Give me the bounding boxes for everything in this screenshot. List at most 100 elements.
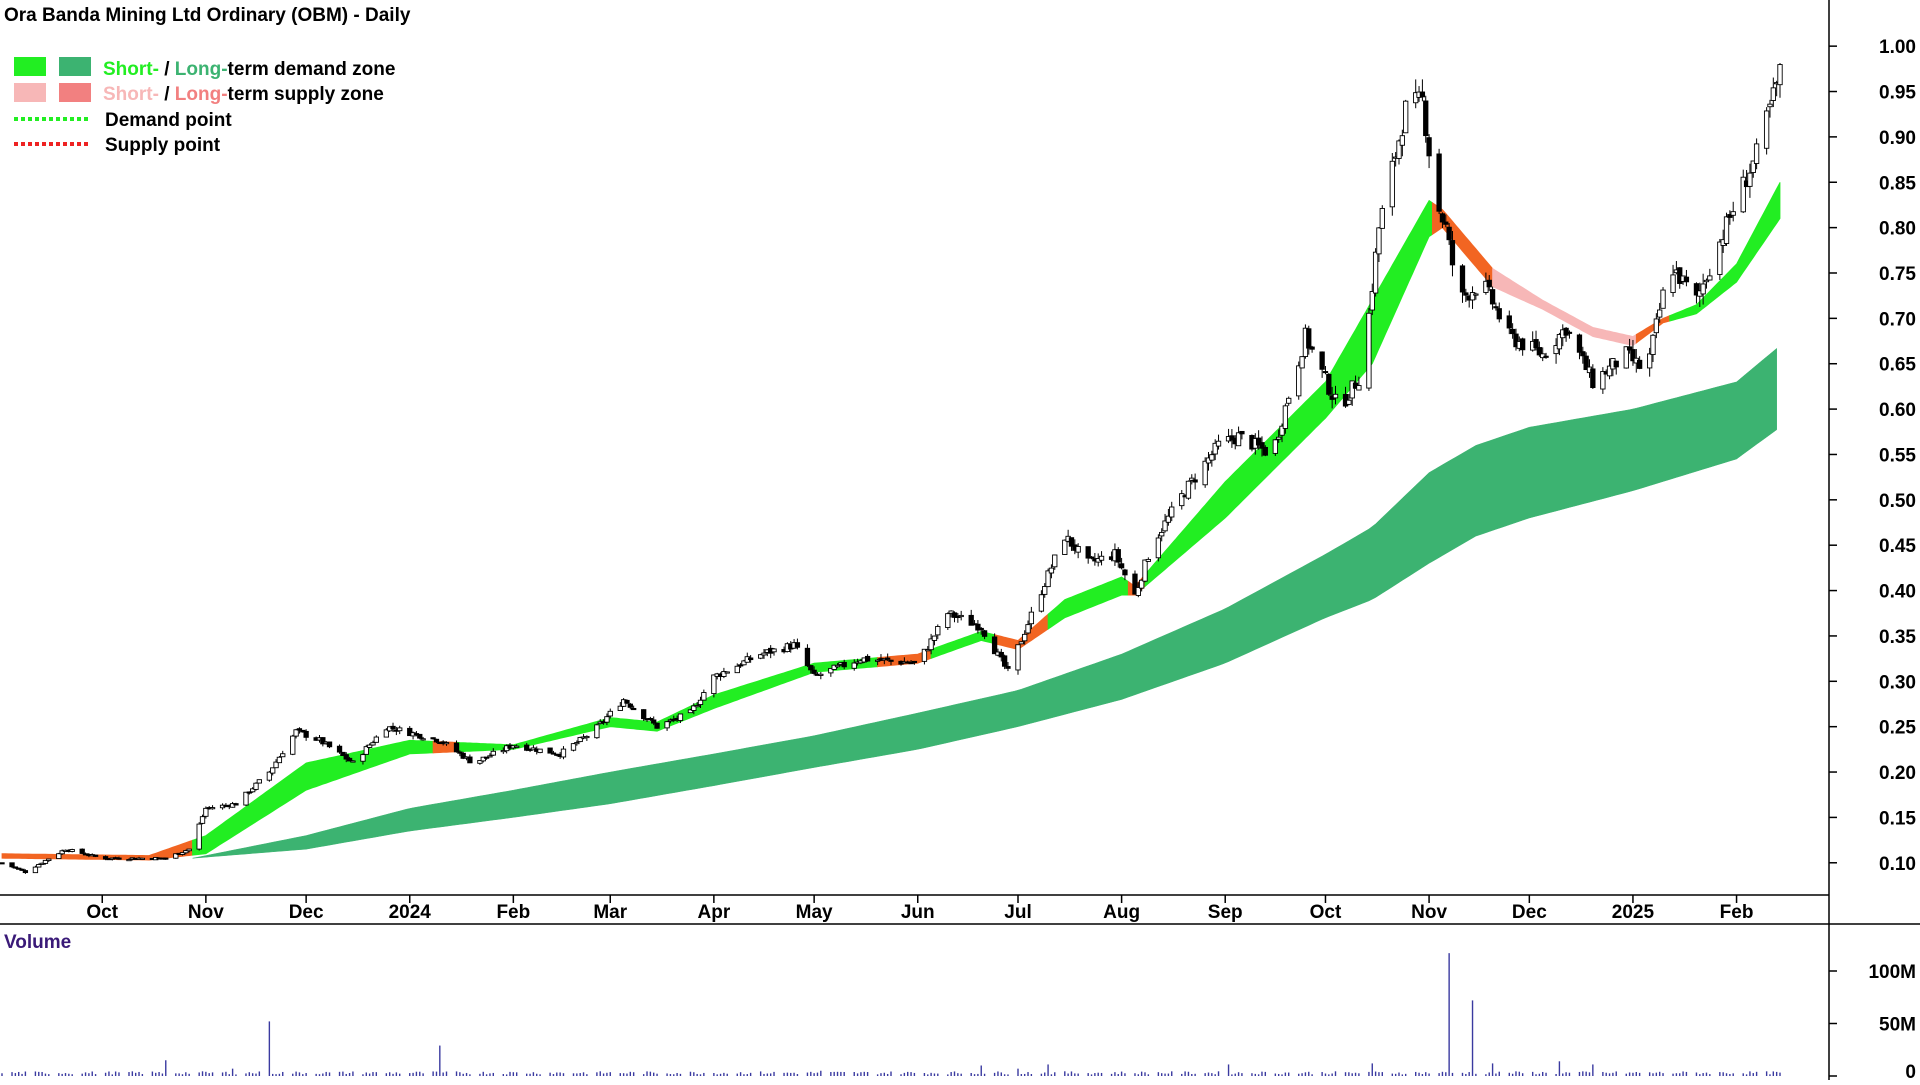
candle <box>514 744 520 748</box>
candle <box>1449 231 1456 277</box>
candle <box>1443 214 1449 228</box>
candle <box>1613 360 1619 375</box>
candle <box>1322 366 1329 375</box>
candle <box>183 849 189 855</box>
candle <box>1192 473 1198 490</box>
candle <box>1536 341 1543 357</box>
candle <box>102 855 109 861</box>
candle <box>1098 551 1105 566</box>
date-tick-label: Dec <box>1512 902 1547 923</box>
short-term-demand-zone <box>1669 182 1781 322</box>
candle <box>560 746 567 760</box>
candle <box>373 735 379 743</box>
candle <box>1489 286 1496 310</box>
candle <box>1142 559 1148 583</box>
candle <box>336 744 343 754</box>
price-tick-label: 0.35 <box>1879 627 1916 648</box>
candle <box>651 716 657 726</box>
candle <box>42 859 49 865</box>
price-tick-label: 0.60 <box>1879 400 1916 421</box>
candle <box>577 736 583 743</box>
legend-supply-zone-label: Short- / Long-term supply zone <box>103 84 384 105</box>
candle <box>1493 302 1499 311</box>
candle <box>1446 223 1452 245</box>
candle <box>1513 328 1519 351</box>
candle <box>1700 273 1706 305</box>
candle <box>1707 268 1713 281</box>
candle <box>1276 429 1282 443</box>
candle <box>1403 99 1409 134</box>
candle <box>1042 583 1048 598</box>
candle <box>677 713 684 724</box>
candle <box>340 751 346 757</box>
candle <box>1399 129 1405 157</box>
candle <box>273 759 279 769</box>
candle <box>1179 489 1185 510</box>
candle <box>1630 339 1636 366</box>
legend-supply-long: Long- <box>175 84 228 105</box>
candle <box>1169 501 1175 522</box>
candle <box>407 726 413 737</box>
candle <box>320 737 326 747</box>
short-term-transition-zone <box>1 839 193 861</box>
candle <box>360 753 366 765</box>
candle <box>266 770 273 782</box>
date-tick-label: Oct <box>1310 902 1342 923</box>
candle <box>834 663 841 669</box>
candle <box>420 736 426 741</box>
date-axis: Oct Nov Dec 2024 Feb Mar Apr May Jun Jul Aug Sep Oct… <box>86 895 1753 923</box>
candle <box>350 760 356 763</box>
price-tick-label: 0.65 <box>1879 355 1916 376</box>
candle <box>921 648 928 665</box>
legend-long-demand-swatch <box>59 57 91 76</box>
candles-layer <box>0 62 1783 874</box>
long-term-demand-zone <box>192 347 1777 859</box>
candle <box>804 644 811 668</box>
candle <box>654 722 660 729</box>
date-tick-label: Aug <box>1103 902 1140 923</box>
long-term-zone-layer <box>192 347 1777 859</box>
volume-panel-label: Volume <box>4 932 71 953</box>
candle <box>570 743 577 752</box>
candle <box>163 857 169 860</box>
candle <box>851 659 857 671</box>
candle <box>56 852 62 860</box>
candle <box>276 755 283 764</box>
candle <box>958 610 964 621</box>
date-tick-label: 2024 <box>389 902 432 923</box>
candle <box>664 720 670 731</box>
candle <box>931 635 938 646</box>
candle <box>1062 539 1068 555</box>
candle <box>280 750 286 758</box>
candle <box>1496 302 1502 323</box>
candle <box>1590 364 1596 389</box>
candle <box>1296 361 1302 400</box>
volume-bars-layer <box>1 953 1781 1076</box>
candle <box>627 702 633 710</box>
candle <box>808 665 814 674</box>
candle <box>885 653 891 662</box>
candle <box>12 866 19 869</box>
candle <box>1085 546 1091 564</box>
candle <box>1623 346 1629 369</box>
candle <box>453 740 460 753</box>
candle <box>1389 153 1395 216</box>
candle <box>1286 396 1292 406</box>
price-tick-label: 0.80 <box>1879 219 1916 240</box>
candle <box>1653 313 1659 339</box>
legend-supply-sep: / <box>159 84 175 105</box>
price-tick-label: 0.90 <box>1879 128 1916 149</box>
date-tick-label: 2025 <box>1612 902 1655 923</box>
candle <box>1723 212 1730 246</box>
legend-long-supply-swatch <box>59 83 91 102</box>
candle <box>186 848 192 853</box>
volume-axis: 100M 50M 0 <box>1829 962 1916 1083</box>
candle <box>1606 358 1613 380</box>
candle <box>701 689 707 701</box>
candle <box>1372 248 1379 297</box>
candle <box>1088 556 1095 560</box>
candle <box>1650 334 1656 363</box>
candle <box>293 728 299 739</box>
candle <box>1747 163 1753 198</box>
